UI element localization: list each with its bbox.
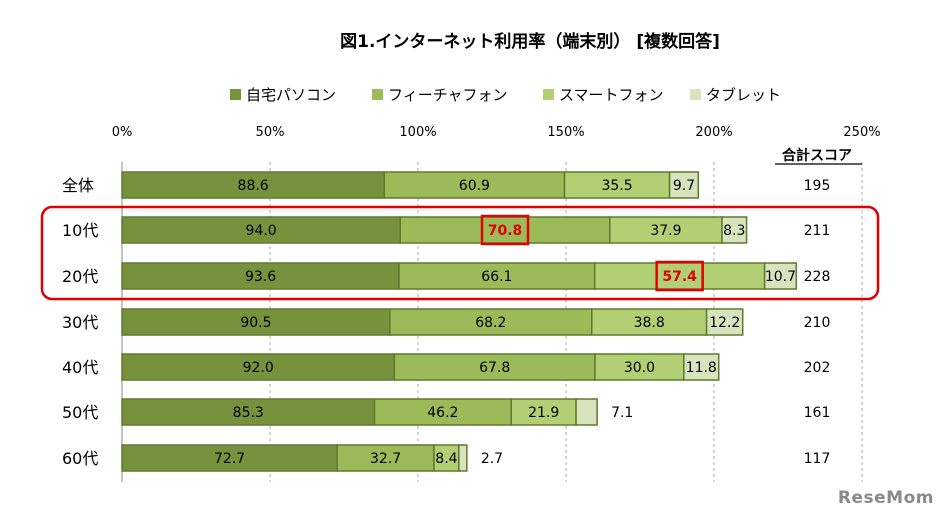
legend-label-1: 自宅パソコン [246,86,336,104]
bar-5-3 [575,398,598,426]
bar-5-1 [373,398,512,426]
value-label-2-2: 57.4 [662,269,697,285]
value-label-5-1: 46.2 [427,405,458,421]
value-label-5-3: 7.1 [611,405,633,421]
value-label-6-3: 2.7 [481,451,503,467]
legend-label-2: フィーチャフォン [388,86,508,104]
value-label-1-2: 37.9 [650,223,681,239]
value-label-1-0: 94.0 [246,223,277,239]
legend-label-3: スマートフォン [559,86,664,104]
value-highlight-box-1 [480,214,530,246]
x-tick-label-5: 250% [843,125,880,140]
x-tick-label-4: 200% [695,125,732,140]
bar-rows: 全体 88.6 60.9 35.5 9.7 195 10代 94.0 70.8 37.9 8.3 21… [62,171,831,472]
bar-2-3 [763,262,798,290]
value-label-3-3: 12.2 [709,315,740,331]
highlight-row-frame [40,205,880,301]
total-score-5: 161 [804,405,831,421]
row-20: 20代 93.6 66.1 57.4 10.7 228 [62,262,831,290]
legend-label-4: タブレット [706,86,781,104]
value-label-3-1: 68.2 [475,315,506,331]
bar-6-2 [433,444,460,472]
x-tick-label-1: 50% [256,125,285,140]
value-label-4-0: 92.0 [243,360,274,376]
category-label-6: 60代 [62,449,98,468]
x-axis-ticks: 0% 50% 100% 150% 200% 250% [112,125,881,140]
value-label-3-2: 38.8 [634,315,665,331]
x-tick-label-2: 100% [399,125,436,140]
value-label-5-0: 85.3 [233,405,264,421]
bar-0-2 [563,171,671,199]
value-label-4-3: 11.8 [686,360,717,376]
bar-5-2 [510,398,577,426]
value-label-1-1: 70.8 [488,223,523,239]
total-score-3: 210 [804,315,831,331]
row-60: 60代 72.7 32.7 8.4 2.7 117 [62,444,831,472]
total-score-4: 202 [804,360,831,376]
legend-swatch-4 [690,89,701,100]
category-label-2: 20代 [62,267,98,286]
legend-swatch-2 [372,89,383,100]
category-label-4: 40代 [62,358,98,377]
legend: 自宅パソコン フィーチャフォン スマートフォン タブレット [230,86,781,104]
value-label-0-2: 35.5 [601,178,632,194]
row-50: 50代 85.3 46.2 21.9 7.1 161 [62,398,831,426]
value-label-0-1: 60.9 [459,178,490,194]
bar-0-3 [668,171,700,199]
bar-2-1 [398,262,596,290]
total-score-2: 228 [804,269,831,285]
value-label-2-3: 10.7 [765,269,796,285]
value-label-5-2: 21.9 [528,405,559,421]
value-label-1-3: 8.3 [723,223,745,239]
category-label-0: 全体 [62,176,94,195]
bar-4-2 [594,353,685,381]
legend-swatch-3 [543,89,554,100]
value-highlight-box-2 [655,260,704,292]
row-40: 40代 92.0 67.8 30.0 11.8 202 [62,353,831,381]
bar-4-0 [121,353,396,381]
value-label-6-0: 72.7 [214,451,245,467]
total-score-1: 211 [804,223,831,239]
bar-1-0 [121,216,401,244]
value-label-6-2: 8.4 [435,451,457,467]
legend-swatch-1 [230,89,241,100]
totals-header: 合計スコア [782,147,852,164]
category-label-3: 30代 [62,313,98,332]
highlight-frames [40,205,880,301]
category-label-1: 10代 [62,221,98,240]
category-label-5: 50代 [62,403,98,422]
value-label-0-3: 9.7 [673,178,695,194]
value-label-2-1: 66.1 [481,269,512,285]
row-30: 30代 90.5 68.2 38.8 12.2 210 [62,308,831,336]
bar-6-0 [121,444,338,472]
resemom-logo: ReseMom [837,488,934,508]
value-label-4-1: 67.8 [479,360,510,376]
bar-4-1 [393,353,596,381]
bar-0-0 [121,171,386,199]
row-10: 10代 94.0 70.8 37.9 8.3 211 [62,216,831,244]
bar-6-3 [458,444,468,472]
value-label-4-2: 30.0 [624,360,655,376]
value-label-3-0: 90.5 [240,315,271,331]
bar-4-3 [683,353,720,381]
bar-3-1 [389,308,593,336]
bar-1-2 [609,216,723,244]
row-row0: 全体 88.6 60.9 35.5 9.7 195 [62,171,831,199]
bar-3-3 [705,308,744,336]
total-score-0: 195 [804,178,831,194]
bar-1-3 [721,216,748,244]
value-label-0-0: 88.6 [238,178,269,194]
total-score-6: 117 [804,451,831,467]
value-label-6-1: 32.7 [370,451,401,467]
x-tick-label-0: 0% [112,125,133,140]
value-label-2-0: 93.6 [245,269,276,285]
chart-title: 図1.インターネット利用率（端末別） [複数回答] [340,31,720,52]
x-tick-label-3: 150% [547,125,584,140]
